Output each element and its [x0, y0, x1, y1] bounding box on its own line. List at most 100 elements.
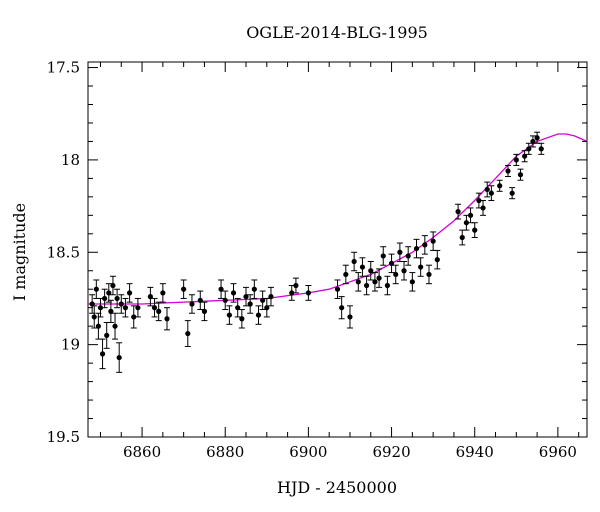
chart-title: OGLE-2014-BLG-1995	[246, 23, 428, 42]
data-point	[525, 142, 532, 155]
data-marker	[426, 271, 432, 278]
data-marker	[305, 290, 311, 296]
data-point	[496, 179, 503, 192]
data-point	[367, 261, 374, 281]
x-tick-label: 6860	[123, 443, 161, 461]
data-marker	[106, 290, 112, 296]
data-marker	[334, 286, 341, 292]
data-marker	[235, 305, 241, 311]
data-point	[421, 235, 428, 255]
data-marker	[397, 249, 403, 255]
data-marker	[368, 268, 374, 274]
data-marker	[95, 323, 101, 329]
data-point	[238, 309, 245, 329]
data-marker	[243, 294, 249, 300]
y-tick-label: 17.5	[47, 59, 80, 77]
data-point	[267, 286, 274, 307]
data-marker	[131, 314, 137, 320]
data-marker	[467, 212, 474, 218]
data-point	[409, 272, 416, 292]
plot-frame	[87, 61, 588, 438]
data-point	[396, 242, 403, 263]
data-marker	[104, 332, 110, 338]
data-point	[164, 307, 171, 331]
data-marker	[160, 290, 166, 296]
data-marker	[226, 312, 232, 318]
data-point	[351, 251, 358, 272]
data-marker	[343, 271, 349, 278]
data-point	[188, 294, 195, 314]
data-point	[305, 285, 312, 301]
data-point	[197, 290, 204, 311]
data-point	[488, 185, 495, 202]
data-point	[521, 150, 528, 163]
data-marker	[185, 330, 191, 337]
data-point	[109, 275, 116, 296]
data-point	[222, 290, 229, 311]
data-marker	[264, 305, 270, 311]
data-marker	[97, 305, 104, 311]
data-point	[363, 275, 370, 296]
data-point	[122, 297, 129, 318]
x-tick-label: 6920	[372, 443, 410, 461]
data-marker	[384, 282, 390, 289]
data-marker	[359, 264, 366, 270]
data-point	[334, 279, 341, 299]
data-marker	[351, 258, 357, 265]
data-marker	[147, 294, 153, 300]
data-marker	[156, 308, 162, 314]
data-marker	[164, 316, 170, 322]
data-marker	[488, 190, 494, 196]
data-marker	[538, 146, 544, 152]
data-marker	[347, 314, 353, 320]
data-marker	[530, 138, 536, 145]
data-point	[430, 231, 437, 251]
data-point	[401, 261, 408, 281]
data-marker	[459, 234, 465, 241]
data-point	[243, 286, 250, 307]
data-marker	[463, 220, 470, 226]
data-point	[226, 305, 233, 325]
data-marker	[293, 282, 299, 289]
data-point	[355, 272, 362, 292]
data-marker	[126, 290, 133, 296]
data-point	[529, 135, 536, 148]
data-point	[509, 187, 516, 200]
data-marker	[268, 294, 274, 300]
data-marker	[112, 323, 118, 329]
data-point	[103, 321, 110, 349]
y-axis-label: I magnitude	[10, 203, 29, 301]
data-point	[467, 207, 474, 224]
data-marker	[376, 275, 382, 281]
data-marker	[505, 168, 511, 174]
data-point	[346, 305, 353, 329]
data-marker	[455, 209, 461, 215]
data-point	[463, 214, 470, 231]
data-marker	[197, 297, 203, 303]
data-point	[405, 246, 412, 266]
data-marker	[181, 286, 187, 292]
data-point	[475, 192, 482, 209]
data-marker	[534, 135, 540, 141]
data-point	[376, 268, 383, 288]
data-marker	[116, 354, 122, 361]
data-point	[91, 305, 98, 329]
data-marker	[434, 257, 440, 263]
data-point	[388, 253, 395, 274]
data-point	[99, 338, 106, 370]
data-marker	[151, 305, 158, 311]
data-point	[114, 288, 121, 309]
data-marker	[110, 282, 116, 289]
data-marker	[372, 279, 378, 285]
data-point	[371, 272, 378, 292]
data-point	[155, 301, 162, 322]
data-marker	[364, 282, 370, 289]
data-marker	[355, 279, 361, 285]
data-point	[480, 200, 487, 216]
data-marker	[108, 308, 114, 314]
data-marker	[472, 227, 478, 233]
data-marker	[135, 305, 141, 311]
model-curve	[88, 133, 588, 305]
y-tick-label: 18.5	[47, 243, 80, 261]
